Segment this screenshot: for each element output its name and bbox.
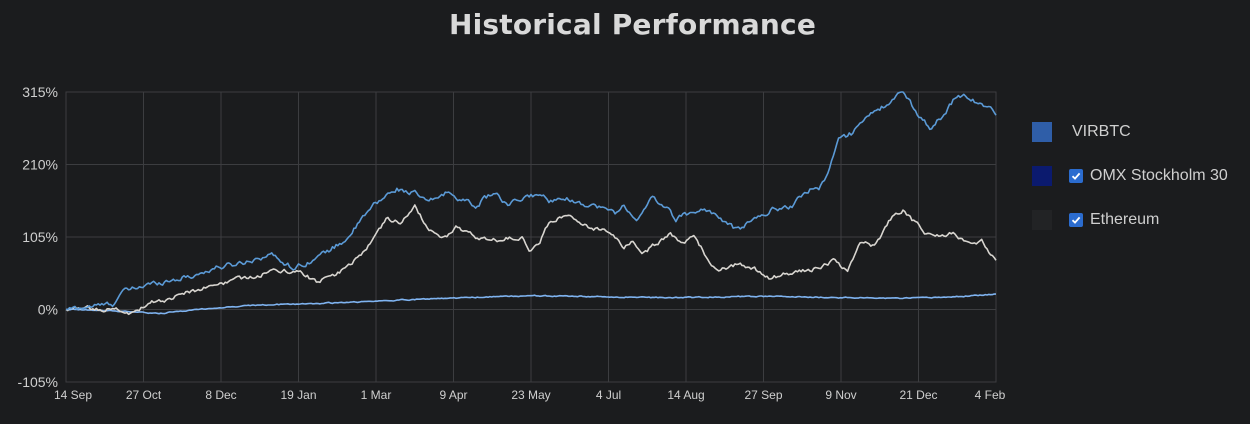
series-line-omx	[66, 293, 997, 315]
legend-swatch-omx	[1032, 166, 1052, 186]
y-tick-label: 210%	[22, 157, 58, 173]
y-tick-label: -105%	[18, 374, 58, 390]
x-tick-label: 27 Oct	[126, 388, 162, 402]
x-tick-label: 9 Apr	[439, 388, 467, 402]
legend-label-omx: OMX Stockholm 30	[1090, 167, 1228, 184]
x-tick-label: 21 Dec	[899, 388, 937, 402]
x-tick-label: 14 Aug	[667, 388, 704, 402]
x-tick-label: 23 May	[511, 388, 550, 402]
y-tick-label: 0%	[38, 302, 58, 318]
x-tick-label: 14 Sep	[54, 388, 92, 402]
x-tick-label: 4 Jul	[596, 388, 621, 402]
x-tick-label: 8 Dec	[205, 388, 236, 402]
legend-label-ethereum: Ethereum	[1090, 211, 1160, 228]
x-tick-label: 19 Jan	[280, 388, 316, 402]
y-tick-label: 315%	[22, 84, 58, 100]
legend-swatch-ethereum	[1032, 210, 1052, 230]
series-line-virbtc	[66, 91, 997, 311]
legend-checkbox-ethereum[interactable]	[1069, 213, 1083, 227]
x-tick-label: 27 Sep	[744, 388, 782, 402]
series-line-ethereum	[65, 204, 997, 316]
chart-title: Historical Performance	[448, 8, 817, 41]
legend-swatch-virbtc	[1032, 122, 1052, 142]
x-tick-label: 9 Nov	[825, 388, 856, 402]
legend-checkbox-omx[interactable]	[1069, 169, 1083, 183]
x-tick-label: 1 Mar	[361, 388, 392, 402]
checkmark-icon	[1071, 172, 1081, 180]
checkmark-icon	[1071, 216, 1081, 224]
legend-label-virbtc: VIRBTC	[1072, 123, 1131, 140]
y-tick-label: 105%	[22, 229, 58, 245]
x-tick-label: 4 Feb	[975, 388, 1006, 402]
